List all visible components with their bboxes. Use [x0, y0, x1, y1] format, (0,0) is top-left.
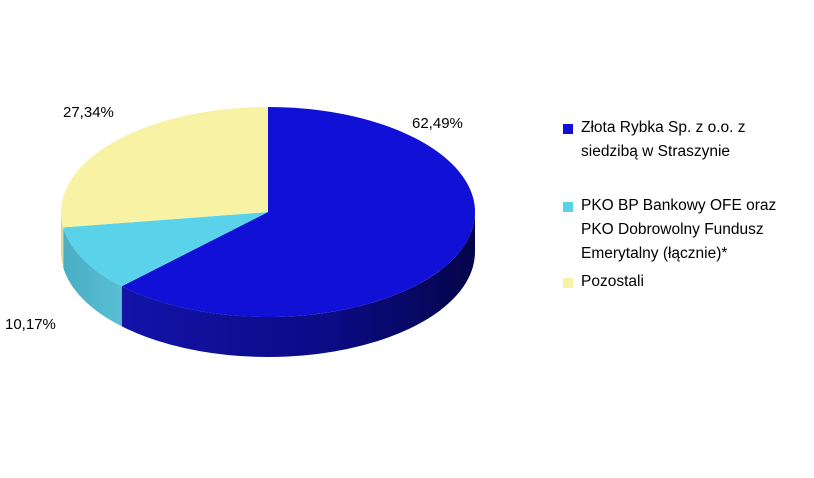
- pie-slice-pko: [63, 212, 269, 287]
- pie-sides: [61, 212, 476, 357]
- data-label-pozostali: 27,34%: [63, 104, 114, 121]
- pie-side-pko: [63, 227, 122, 327]
- pie-side-zlota-rybka: [121, 212, 476, 357]
- chart-legend: Złota Rybka Sp. z o.o. z siedzibą w Stra…: [563, 116, 803, 294]
- legend-label-pko: PKO BP Bankowy OFE oraz PKO Dobrowolny F…: [581, 197, 777, 262]
- pie-slice-pozostali: [60, 106, 268, 228]
- data-label-zlota-rybka: 62,49%: [412, 115, 463, 132]
- legend-item-pko: PKO BP Bankowy OFE oraz PKO Dobrowolny F…: [563, 194, 803, 266]
- data-label-pko: 10,17%: [5, 316, 56, 333]
- pie-side-pozostali: [61, 212, 64, 268]
- pie-tops: [60, 106, 475, 317]
- legend-label-pozostali: Pozostali: [581, 273, 644, 290]
- pie-slice-zlota-rybka: [121, 107, 475, 317]
- legend-item-pozostali: Pozostali: [563, 270, 803, 294]
- legend-label-zlota-rybka: Złota Rybka Sp. z o.o. z siedzibą w Stra…: [581, 119, 746, 160]
- legend-swatch-pko: [563, 202, 573, 212]
- legend-item-zlota-rybka: Złota Rybka Sp. z o.o. z siedzibą w Stra…: [563, 116, 803, 164]
- legend-swatch-pozostali: [563, 278, 573, 288]
- legend-swatch-zlota-rybka: [563, 124, 573, 134]
